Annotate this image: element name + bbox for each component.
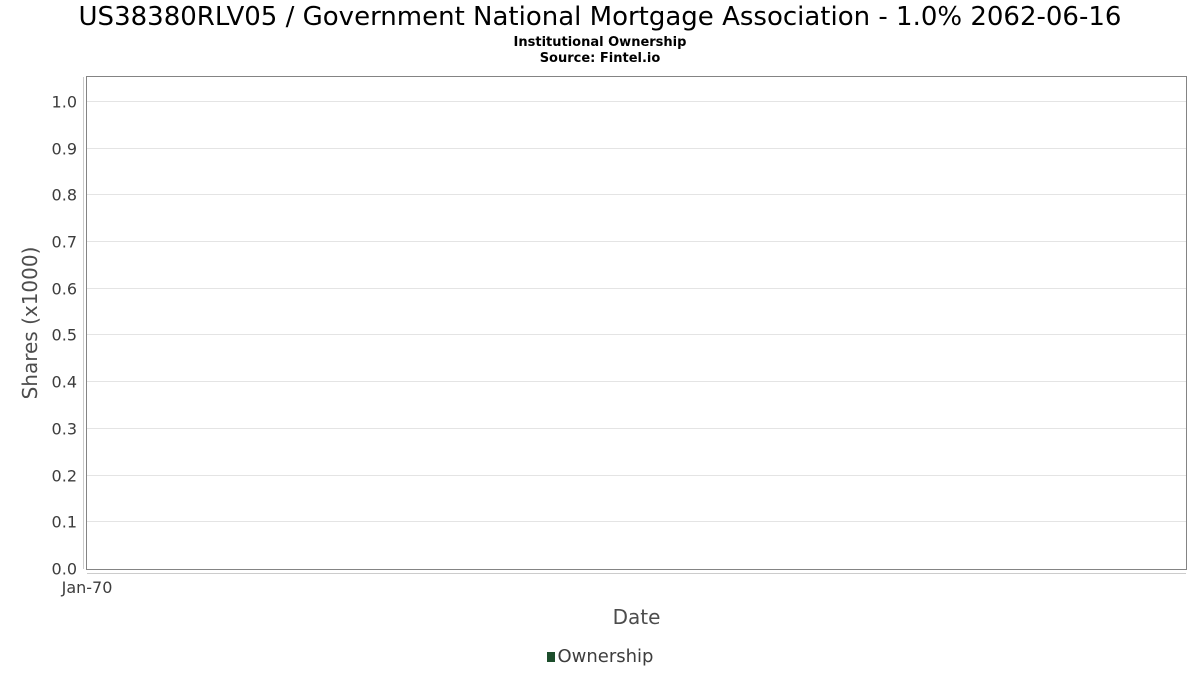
y-tick-label: 0.5	[51, 325, 77, 345]
y-gridline	[87, 287, 1186, 289]
plot-area: Date 0.0 0.1 0.2 0.3 0.4 0.5 0.6 0.7 0.8 0.9 1.0 Ja…	[52, 76, 1187, 629]
y-gridline	[87, 334, 1186, 336]
y-gridline	[87, 427, 1186, 429]
y-tick-label: 0.0	[51, 559, 77, 579]
y-axis-title: Shares (x1000)	[18, 246, 42, 400]
y-tick-label: 0.8	[51, 185, 77, 205]
legend-label: Ownership	[557, 646, 654, 667]
y-gridline	[87, 194, 1186, 196]
y-tick-label: 1.0	[51, 92, 77, 112]
y-gridline	[87, 240, 1186, 242]
chart-source: Source: Fintel.io	[539, 51, 661, 66]
y-axis-line	[83, 77, 84, 569]
y-gridline	[87, 100, 1186, 102]
y-tick-label: 0.3	[51, 419, 77, 439]
x-axis-title: Date	[612, 605, 661, 629]
chart-subtitle: Institutional Ownership	[513, 35, 687, 50]
legend-item[interactable]: Ownership	[546, 646, 654, 667]
y-tick-label: 0.2	[51, 466, 77, 486]
y-tick-label: 0.4	[51, 372, 77, 392]
y-gridline	[87, 474, 1186, 476]
y-tick-label: 0.1	[51, 512, 77, 532]
legend: Ownership	[0, 646, 1200, 667]
y-gridline	[87, 381, 1186, 383]
y-tick-label: 0.6	[51, 279, 77, 299]
y-tick-label: 0.7	[51, 232, 77, 252]
chart-title: US38380RLV05 / Government National Mortg…	[78, 2, 1122, 32]
y-gridline	[87, 521, 1186, 523]
x-axis-line	[87, 573, 1186, 574]
x-tick-label: Jan-70	[61, 578, 113, 597]
y-tick-label: 0.9	[51, 139, 77, 158]
legend-swatch-icon	[546, 651, 555, 662]
y-gridline	[87, 147, 1186, 149]
